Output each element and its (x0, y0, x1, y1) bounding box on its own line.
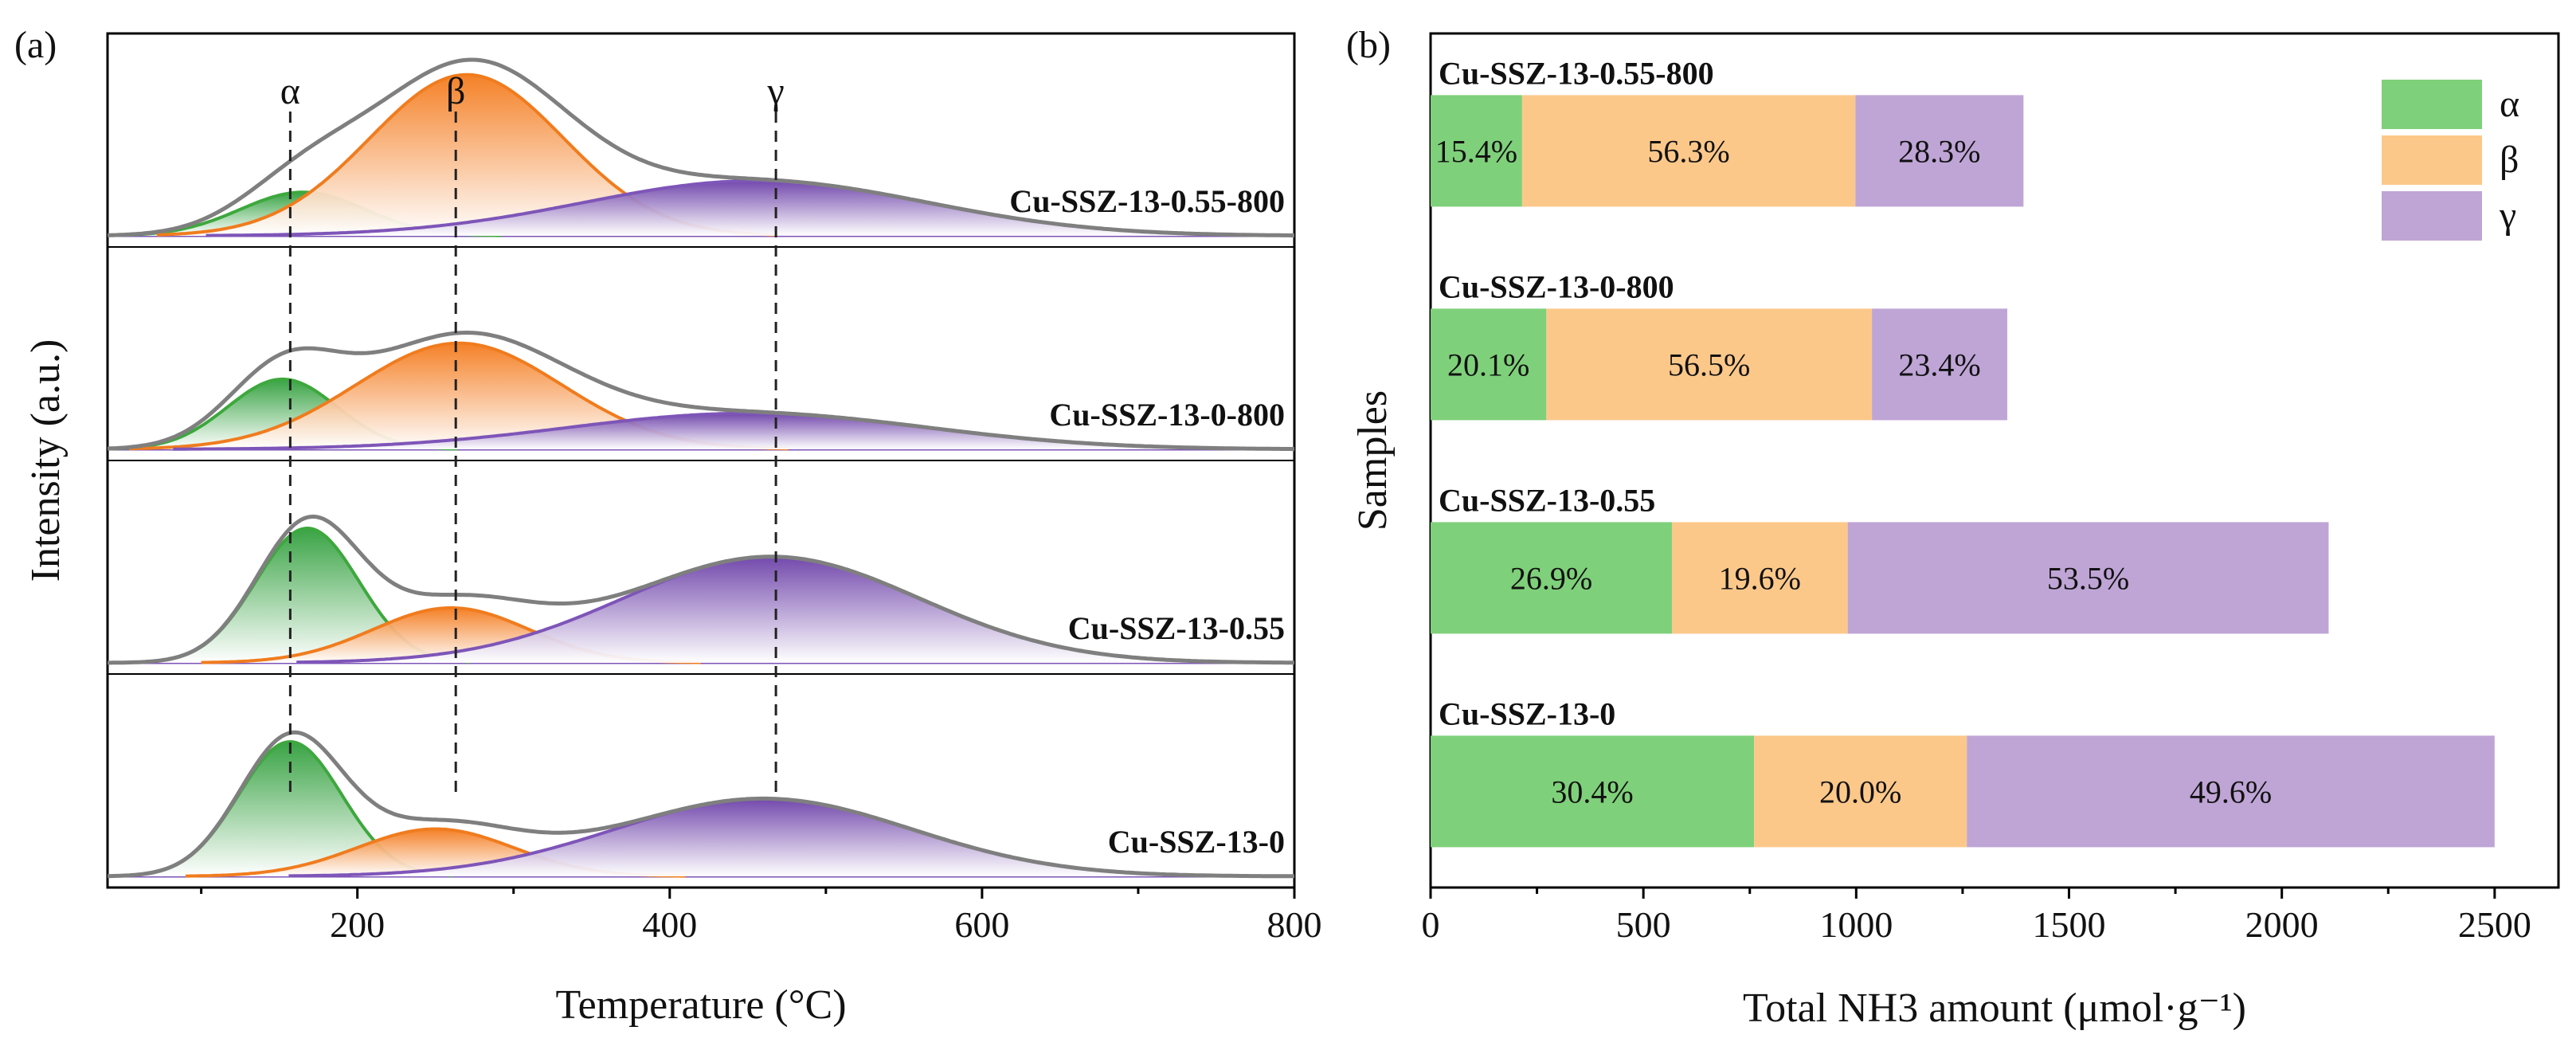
bar-segment-label: 20.0% (1819, 774, 1901, 809)
bar-segment-label: 15.4% (1435, 133, 1517, 169)
panel-b-x-axis-label: Total NH3 amount (μmol·g⁻¹) (1743, 986, 2246, 1031)
panel-b-bars: Cu-SSZ-13-0.55-800 15.4% 56.3% 28.3% Cu-SSZ-… (1431, 55, 2495, 848)
panel-a-dividers (108, 246, 1294, 675)
x-tick-label: 200 (330, 904, 385, 945)
legend-label: γ (2499, 194, 2516, 237)
legend-label: β (2500, 139, 2519, 181)
bar-segment-label: 30.4% (1551, 774, 1633, 809)
bar-segment-label: 56.5% (1668, 347, 1750, 382)
peak-marker-label: β (446, 70, 465, 112)
envelope-curve (108, 514, 1294, 665)
series-label: Cu-SSZ-13-0 (1108, 824, 1285, 860)
panel-a-x-axis-label: Temperature (°C) (555, 982, 846, 1028)
legend-swatch (2382, 191, 2482, 241)
legend-label: α (2500, 83, 2519, 125)
panel-a-y-axis-label: Intensity (a.u.) (23, 339, 69, 582)
panel-b-legend: αβγ (2382, 80, 2519, 241)
x-tick-label: 1500 (2033, 904, 2106, 945)
legend-swatch (2382, 80, 2482, 129)
bar-segment-label: 53.5% (2047, 560, 2129, 596)
bar-segment-γ (1967, 735, 2495, 848)
x-tick-label: 1000 (1819, 904, 1893, 945)
x-tick-label: 2500 (2458, 904, 2531, 945)
panel-b-y-axis-label: Samples (1350, 390, 1396, 531)
bar-segment-β (1671, 522, 1848, 634)
bar-segment-α (1431, 95, 1522, 207)
bar-segment-label: 26.9% (1510, 560, 1592, 596)
envelope-curve (107, 730, 1294, 879)
panel-a-series: Cu-SSZ-13-0.55-800 Cu-SSZ-13-0-800 Cu-SSZ-… (107, 57, 1295, 879)
peak-marker-label: α (280, 70, 300, 112)
envelope-curve (107, 330, 1295, 452)
bar-segment-α (1431, 308, 1547, 421)
x-tick-label: 500 (1616, 904, 1671, 945)
series-label: Cu-SSZ-13-0.55-800 (1009, 183, 1285, 219)
series-label: Cu-SSZ-13-0-800 (1049, 397, 1285, 433)
bar-segment-label: 56.3% (1647, 133, 1729, 169)
bar-segment-β (1521, 95, 1856, 207)
panel-a: (a) Cu-SSZ-13-0.55-800Cu-SSZ-13-0-800Cu-… (14, 24, 1322, 1028)
bar-segment-γ (1855, 95, 2024, 207)
category-label: Cu-SSZ-13-0.55-800 (1439, 55, 1714, 91)
x-tick-label: 600 (954, 904, 1009, 945)
bar-segment-label: 49.6% (2190, 774, 2272, 809)
bar-segment-label: 19.6% (1719, 560, 1801, 596)
category-label: Cu-SSZ-13-0.55 (1439, 482, 1655, 518)
tpd-series: Cu-SSZ-13-0.55-800 (107, 57, 1294, 237)
bar-segment-α (1431, 735, 1755, 848)
panel-b-label: (b) (1346, 24, 1391, 66)
x-tick-label: 400 (642, 904, 697, 945)
bar-segment-label: 28.3% (1898, 133, 1980, 169)
peak-marker-label: γ (766, 70, 784, 112)
bar-segment-β (1546, 308, 1873, 421)
category-label: Cu-SSZ-13-0-800 (1439, 268, 1674, 304)
x-tick-label: 0 (1422, 904, 1440, 945)
legend-swatch (2382, 135, 2482, 185)
panel-a-label: (a) (14, 24, 57, 66)
x-tick-label: 800 (1267, 904, 1322, 945)
tpd-series: Cu-SSZ-13-0 (107, 730, 1294, 879)
series-label: Cu-SSZ-13-0.55 (1068, 610, 1285, 646)
peak-γ-fill (296, 556, 1247, 663)
bar-segment-label: 20.1% (1447, 347, 1529, 382)
bar-segment-α (1431, 522, 1672, 634)
bar-segment-γ (1872, 308, 2008, 421)
category-label: Cu-SSZ-13-0 (1439, 696, 1615, 731)
tpd-series: Cu-SSZ-13-0-800 (107, 330, 1295, 452)
x-tick-label: 2000 (2245, 904, 2319, 945)
tpd-series: Cu-SSZ-13-0.55 (108, 514, 1294, 665)
bar-segment-β (1754, 735, 1967, 848)
panel-b-x-ticks: 0 500 1000 1500 2000 2500 (1422, 888, 2531, 945)
bar-segment-label: 23.4% (1898, 347, 1980, 382)
envelope-curve (107, 57, 1294, 237)
panel-b-frame (1429, 32, 2560, 889)
peak-γ-fill (288, 798, 1239, 876)
panel-a-peak-markers: α β γ (280, 70, 785, 797)
bar-segment-γ (1847, 522, 2329, 634)
panel-a-x-ticks: 200 400 600 800 (200, 888, 1322, 945)
